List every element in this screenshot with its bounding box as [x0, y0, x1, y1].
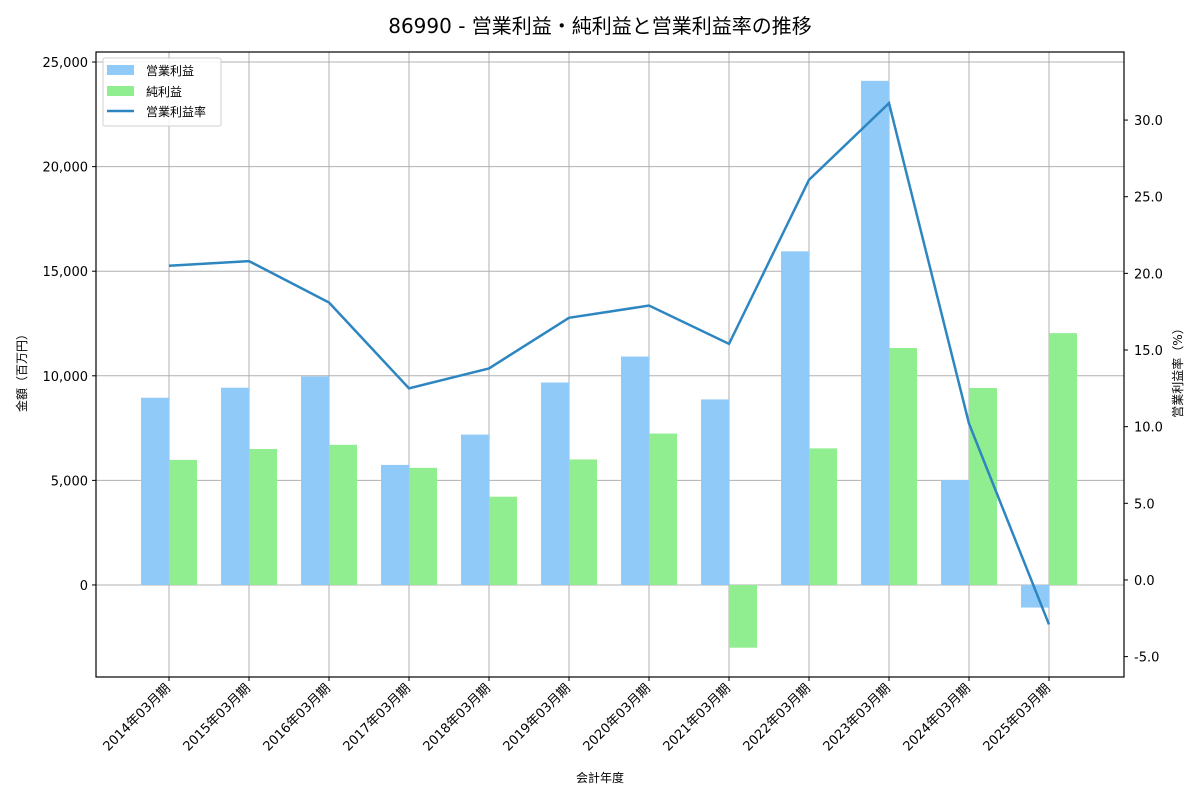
bar-operating-profit [941, 479, 969, 585]
y-axis-left: 0 5,000 10,000 15,000 20,000 25,000 [43, 56, 96, 594]
bar-net-profit [729, 584, 757, 648]
bar-net-profit [649, 433, 677, 585]
x-tick-label: 2019年03月期 [501, 681, 574, 754]
legend: 営業利益 純利益 営業利益率 [102, 57, 222, 127]
bar-net-profit [969, 387, 997, 585]
y-tick-label: 0 [80, 579, 88, 594]
bar-operating-profit [141, 397, 169, 585]
y-tick-label: 20,000 [43, 161, 89, 176]
bar-operating-profit [621, 356, 649, 585]
bar-net-profit [329, 444, 357, 585]
y-right-tick-label: 15.0 [1134, 344, 1163, 359]
x-axis: 2014年03月期 2015年03月期 2016年03月期 2017年03月期 2018… [101, 677, 1054, 755]
bar-operating-profit [861, 80, 889, 585]
x-tick-label: 2014年03月期 [101, 681, 174, 754]
y-axis-label-right: 営業利益率（%） [1170, 322, 1185, 417]
x-tick-label: 2024年03月期 [901, 681, 974, 754]
legend-swatch-operating-profit [107, 65, 134, 75]
legend-label-net-profit: 純利益 [146, 85, 182, 99]
y-right-tick-label: 10.0 [1134, 421, 1163, 436]
bar-operating-profit [701, 399, 729, 585]
x-tick-label: 2023年03月期 [821, 681, 894, 754]
bar-operating-profit [221, 387, 249, 585]
bar-net-profit [569, 459, 597, 585]
x-tick-label: 2025年03月期 [981, 681, 1054, 754]
y-axis-label-left: 金額（百万円） [14, 328, 29, 412]
x-tick-label: 2021年03月期 [661, 681, 734, 754]
x-tick-label: 2020年03月期 [581, 681, 654, 754]
bar-net-profit [1049, 333, 1077, 585]
x-tick-label: 2018年03月期 [421, 681, 494, 754]
bar-net-profit [809, 448, 837, 585]
y-right-tick-label: 30.0 [1134, 114, 1163, 129]
x-axis-label: 会計年度 [576, 770, 624, 785]
bar-operating-profit [381, 464, 409, 585]
y-right-tick-label: 0.0 [1134, 574, 1155, 589]
y-right-tick-label: -5.0 [1134, 651, 1159, 666]
bar-net-profit [409, 467, 437, 585]
chart-title: 86990 - 営業利益・純利益と営業利益率の推移 [388, 14, 812, 38]
bar-operating-profit [461, 434, 489, 585]
line-operating-margin [168, 100, 1051, 625]
x-tick-label: 2016年03月期 [261, 681, 334, 754]
y-tick-label: 5,000 [51, 474, 88, 489]
legend-label-operating-profit: 営業利益 [146, 64, 194, 78]
y-right-tick-label: 20.0 [1134, 267, 1163, 282]
y-axis-right: -5.0 0.0 5.0 10.0 15.0 20.0 25.0 30.0 [1124, 114, 1163, 666]
x-tick-label: 2017年03月期 [341, 681, 414, 754]
bar-net-profit [169, 459, 197, 585]
y-tick-label: 10,000 [43, 370, 89, 385]
y-tick-label: 15,000 [43, 265, 89, 280]
bars [141, 80, 1077, 648]
y-right-tick-label: 5.0 [1134, 497, 1155, 512]
y-tick-label: 25,000 [43, 56, 89, 71]
bar-net-profit [489, 496, 517, 585]
legend-swatch-net-profit [107, 86, 134, 96]
x-tick-label: 2015年03月期 [181, 681, 254, 754]
x-tick-label: 2022年03月期 [741, 681, 814, 754]
bar-operating-profit [781, 251, 809, 585]
operating-margin-line [168, 100, 1051, 625]
y-right-tick-label: 25.0 [1134, 191, 1163, 206]
bar-operating-profit [541, 382, 569, 585]
plot-frame [95, 51, 1125, 678]
legend-label-operating-margin: 営業利益率 [146, 104, 206, 119]
bar-net-profit [889, 347, 917, 585]
bar-net-profit [249, 449, 277, 585]
bar-operating-profit [1021, 584, 1049, 608]
bar-operating-profit [301, 376, 329, 585]
